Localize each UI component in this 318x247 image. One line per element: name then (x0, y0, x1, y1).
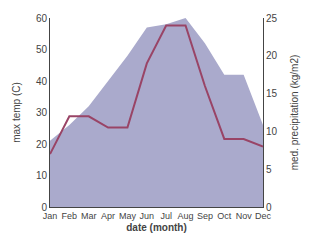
svg-text:60: 60 (36, 13, 48, 24)
svg-text:Dec: Dec (255, 211, 272, 221)
svg-text:10: 10 (266, 126, 278, 137)
svg-text:30: 30 (36, 107, 48, 118)
svg-text:Sep: Sep (197, 211, 213, 221)
svg-text:date (month): date (month) (126, 222, 187, 233)
svg-text:20: 20 (36, 139, 48, 150)
svg-text:Jul: Jul (160, 211, 172, 221)
svg-text:25: 25 (266, 13, 278, 24)
svg-text:Aug: Aug (178, 211, 194, 221)
svg-text:40: 40 (36, 76, 48, 87)
svg-text:Oct: Oct (217, 211, 232, 221)
svg-text:50: 50 (36, 44, 48, 55)
svg-text:Jun: Jun (140, 211, 155, 221)
svg-text:10: 10 (36, 170, 48, 181)
svg-text:20: 20 (266, 50, 278, 61)
svg-text:Apr: Apr (101, 211, 115, 221)
svg-text:0: 0 (266, 202, 272, 213)
svg-text:5: 5 (266, 164, 272, 175)
svg-text:0: 0 (41, 202, 47, 213)
svg-text:med. precipitation (kg/m2): med. precipitation (kg/m2) (289, 55, 300, 171)
svg-text:Jan: Jan (43, 211, 58, 221)
svg-text:Nov: Nov (236, 211, 253, 221)
svg-text:Feb: Feb (62, 211, 78, 221)
svg-text:Mar: Mar (81, 211, 97, 221)
svg-text:May: May (119, 211, 137, 221)
svg-text:max temp (C): max temp (C) (11, 82, 22, 143)
svg-text:15: 15 (266, 88, 278, 99)
